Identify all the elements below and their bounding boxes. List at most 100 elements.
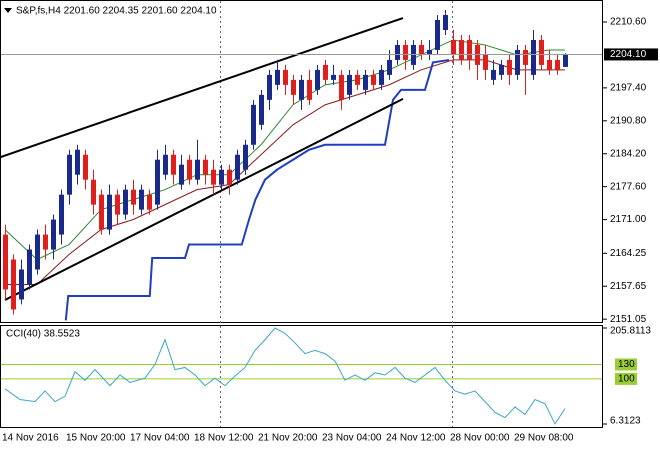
x-tick-label: 28 Nov 00:00 xyxy=(450,433,510,444)
candle-body xyxy=(347,74,352,95)
main-plot xyxy=(1,10,602,321)
cci-tick-label: 205.8113 xyxy=(610,326,651,337)
y-tick-label: 2184.20 xyxy=(610,148,647,159)
cci-level-box xyxy=(615,372,637,385)
cci-label: CCI(40) 38.5523 xyxy=(6,329,80,340)
x-tick-label: 17 Nov 04:00 xyxy=(130,433,190,444)
candle-body xyxy=(107,194,112,230)
candle-body xyxy=(387,59,392,75)
y-tick-label: 2197.40 xyxy=(610,83,647,94)
candle-body xyxy=(243,144,248,170)
candle-body xyxy=(555,59,560,70)
candle-body xyxy=(315,69,320,90)
candle-body xyxy=(355,74,360,85)
cci-panel xyxy=(0,325,603,428)
candle-body xyxy=(59,194,64,235)
candle-body xyxy=(563,54,568,67)
candle-body xyxy=(467,39,472,60)
candle-body xyxy=(99,194,104,230)
x-tick-label: 23 Nov 04:00 xyxy=(322,433,382,444)
x-tick-label: 18 Nov 12:00 xyxy=(194,433,254,444)
cci-level-label: 130 xyxy=(618,359,635,370)
axes: 2210.60 2197.40 2190.80 2184.20 2177.60 2171.… xyxy=(2,17,658,444)
candle-body xyxy=(3,234,8,290)
candle-body xyxy=(27,249,32,285)
candle-body xyxy=(115,194,120,215)
candle-body xyxy=(443,15,448,30)
trend-line xyxy=(1,17,404,158)
candle-body xyxy=(403,44,408,60)
candle-body xyxy=(395,44,400,60)
cci-level-label: 100 xyxy=(618,374,635,385)
candle-body xyxy=(35,234,40,270)
candle-body xyxy=(363,74,368,90)
x-tick-label: 29 Nov 08:00 xyxy=(514,433,574,444)
candle-body xyxy=(179,164,184,185)
y-tick-label: 2210.60 xyxy=(610,17,647,28)
candle-body xyxy=(75,149,80,175)
candle-body xyxy=(83,154,88,180)
candle-body xyxy=(67,154,72,195)
indicator-line xyxy=(64,58,450,321)
candle-body xyxy=(483,54,488,70)
candle-body xyxy=(203,159,208,175)
candle-body xyxy=(451,39,456,55)
x-tick-label: 21 Nov 20:00 xyxy=(258,433,318,444)
candle-body xyxy=(339,74,344,100)
candle-body xyxy=(51,219,56,250)
cci-tick-label: 6.3123 xyxy=(610,416,641,427)
candle-body xyxy=(331,74,336,80)
candle-body xyxy=(291,79,296,95)
candle-body xyxy=(155,159,160,205)
candle-body xyxy=(195,159,200,180)
cci-level-box xyxy=(615,358,637,371)
y-tick-label: 2157.65 xyxy=(610,281,647,292)
chart-title: S&P,fs,H4 2201.60 2204.35 2201.60 2204.1… xyxy=(16,6,217,17)
candle-body xyxy=(43,234,48,250)
candle-body xyxy=(435,20,440,50)
candle-body xyxy=(499,64,504,75)
candle-body xyxy=(323,64,328,80)
x-tick-label: 24 Nov 12:00 xyxy=(386,433,446,444)
candle-body xyxy=(211,169,216,185)
last-price-label: 2204.10 xyxy=(610,49,647,60)
last-price-box xyxy=(604,48,658,61)
candle-body xyxy=(419,44,424,55)
candle-body xyxy=(259,94,264,125)
candle-body xyxy=(299,79,304,100)
candle-body xyxy=(139,189,144,210)
candle-body xyxy=(171,154,176,175)
menu-icon xyxy=(4,8,12,13)
cci-line xyxy=(4,327,566,425)
main-panel xyxy=(0,0,603,323)
x-tick-label: 14 Nov 2016 xyxy=(2,433,59,444)
candle-body xyxy=(515,49,520,75)
candle-body xyxy=(147,194,152,210)
trend-line xyxy=(4,97,404,301)
candle-body xyxy=(235,154,240,180)
candle-body xyxy=(123,189,128,215)
y-tick-label: 2151.05 xyxy=(610,314,647,325)
x-tick-label: 15 Nov 20:00 xyxy=(66,433,126,444)
candle-body xyxy=(539,39,544,65)
candle-body xyxy=(379,69,384,85)
candle-body xyxy=(187,159,192,180)
candle-body xyxy=(251,104,256,145)
y-tick-label: 2171.00 xyxy=(610,214,647,225)
cci-plot xyxy=(1,327,602,425)
candle-body xyxy=(507,59,512,75)
y-tick-label: 2190.80 xyxy=(610,115,647,126)
candle-body xyxy=(307,79,312,100)
candle-body xyxy=(523,49,528,65)
candle-body xyxy=(131,189,136,205)
candle-body xyxy=(11,259,16,310)
candle-body xyxy=(219,169,224,185)
candle-body xyxy=(19,269,24,300)
candle-body xyxy=(227,169,232,185)
candle-body xyxy=(283,69,288,85)
candle-body xyxy=(91,179,96,205)
candle-body xyxy=(267,74,272,100)
candle-body xyxy=(371,74,376,85)
candle-body xyxy=(427,49,432,55)
